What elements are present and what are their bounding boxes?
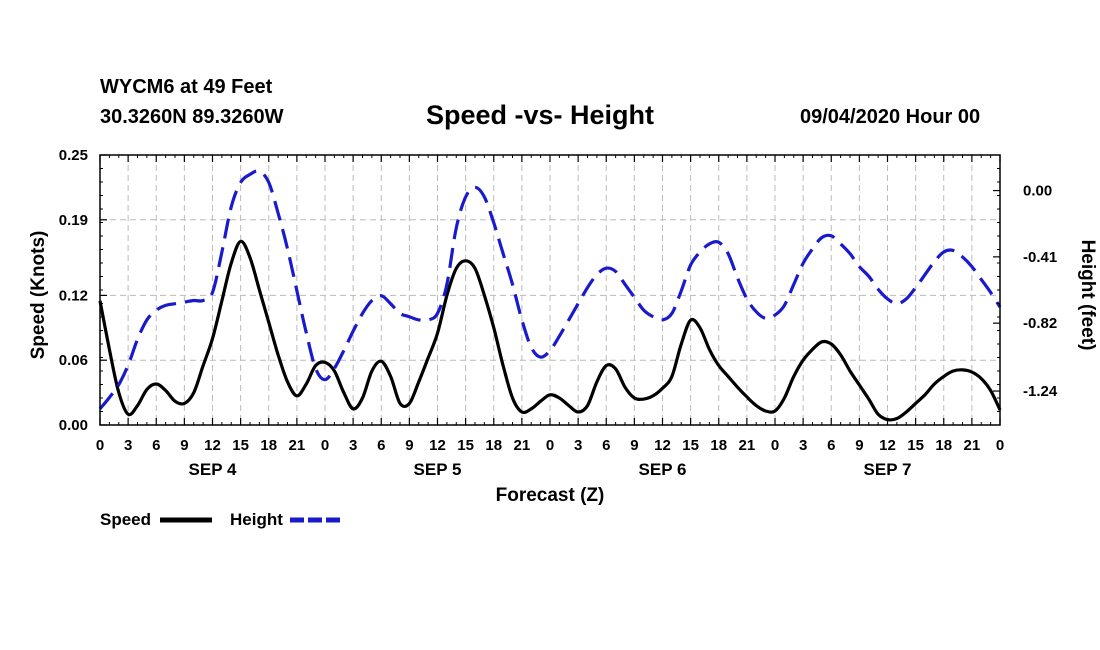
x-tick-label: 6	[602, 437, 610, 454]
grid-lines	[100, 155, 1000, 425]
x-tick-label: 21	[964, 437, 981, 454]
x-tick-label: 3	[349, 437, 357, 454]
y-axis-right: 0.00 -0.41 -0.82 -1.24	[993, 154, 1058, 426]
chart-title: Speed -vs- Height	[426, 100, 655, 130]
x-axis: 0 3 6 9 12 15 18 21 0 3 6 9 12 15 18 21 0 3 6 9 12 15 18 21 0 3 6 9…	[96, 155, 1004, 479]
x-tick-label: 18	[260, 437, 277, 454]
y-tick-label: 0.12	[59, 287, 88, 304]
x-tick-label: 12	[879, 437, 896, 454]
day-label: SEP 6	[639, 460, 687, 479]
x-tick-label: 6	[152, 437, 160, 454]
series-line-speed	[98, 239, 1002, 422]
x-tick-label: 9	[855, 437, 863, 454]
y-axis-label: Speed (Knots)	[28, 231, 49, 360]
y2-axis-label: Height (feet)	[1077, 240, 1098, 351]
x-tick-label: 18	[710, 437, 727, 454]
x-tick-label: 12	[654, 437, 671, 454]
day-label: SEP 4	[189, 460, 237, 479]
x-tick-label: 21	[514, 437, 531, 454]
x-tick-label: 9	[405, 437, 413, 454]
y2-tick-label: -0.82	[1023, 315, 1057, 332]
x-tick-label: 6	[827, 437, 835, 454]
x-tick-label: 0	[96, 437, 104, 454]
x-tick-label: 0	[996, 437, 1004, 454]
x-tick-label: 12	[204, 437, 221, 454]
forecast-datetime: 09/04/2020 Hour 00	[800, 106, 981, 128]
x-tick-label: 6	[377, 437, 385, 454]
y2-tick-label: -1.24	[1023, 383, 1058, 400]
x-tick-label: 12	[429, 437, 446, 454]
x-tick-label: 15	[682, 437, 699, 454]
coordinates-label: 30.3260N 89.3260W	[100, 106, 284, 128]
x-tick-label: 18	[485, 437, 502, 454]
day-label: SEP 5	[414, 460, 462, 479]
x-tick-label: 0	[771, 437, 779, 454]
x-tick-label: 15	[457, 437, 474, 454]
day-label: SEP 7	[864, 460, 912, 479]
x-tick-label: 3	[574, 437, 582, 454]
x-tick-label: 0	[321, 437, 329, 454]
y2-tick-label: -0.41	[1023, 249, 1057, 266]
x-tick-label: 21	[739, 437, 756, 454]
legend-label-height: Height	[230, 510, 283, 529]
x-tick-label: 18	[935, 437, 952, 454]
y-tick-label: 0.06	[59, 352, 88, 369]
y2-tick-label: 0.00	[1023, 183, 1052, 200]
x-axis-label: Forecast (Z)	[496, 485, 605, 506]
x-tick-label: 9	[630, 437, 638, 454]
x-tick-label: 0	[546, 437, 554, 454]
x-tick-label: 3	[124, 437, 132, 454]
x-tick-label: 3	[799, 437, 807, 454]
series-lines	[98, 169, 1002, 422]
x-tick-label: 9	[180, 437, 188, 454]
x-tick-label: 15	[907, 437, 924, 454]
x-tick-label: 21	[289, 437, 306, 454]
x-tick-label: 15	[232, 437, 249, 454]
y-axis-left: 0.00 0.06 0.12 0.19 0.25	[59, 147, 107, 434]
legend-label-speed: Speed	[100, 510, 151, 529]
station-label: WYCM6 at 49 Feet	[100, 76, 273, 98]
series-line-height	[98, 169, 1002, 410]
legend: Speed Height	[100, 510, 342, 529]
y-tick-label: 0.00	[59, 417, 88, 434]
y-tick-label: 0.19	[59, 212, 88, 229]
y-tick-label: 0.25	[59, 147, 88, 164]
